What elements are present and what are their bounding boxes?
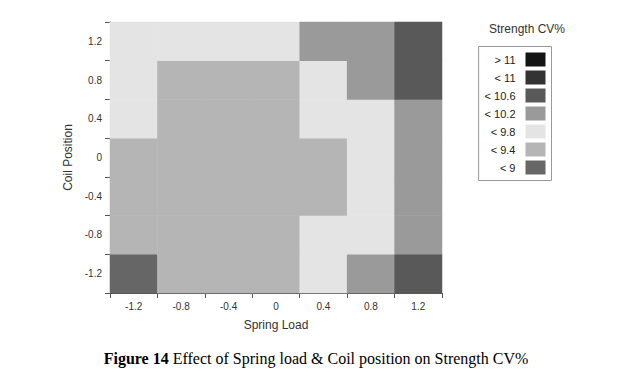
svg-text:1.2: 1.2 [88, 36, 102, 47]
svg-text:0.4: 0.4 [88, 113, 102, 124]
svg-text:< 10.6: < 10.6 [485, 90, 516, 102]
svg-text:-1.2: -1.2 [85, 268, 103, 279]
svg-text:Spring Load: Spring Load [244, 318, 309, 332]
svg-text:< 9: < 9 [500, 162, 516, 174]
svg-text:> 11: > 11 [495, 54, 516, 66]
svg-text:< 9.8: < 9.8 [491, 126, 516, 138]
svg-text:-1.2: -1.2 [125, 301, 143, 312]
svg-text:0.8: 0.8 [88, 75, 102, 86]
svg-text:-0.8: -0.8 [85, 229, 103, 240]
svg-text:-0.8: -0.8 [173, 301, 191, 312]
svg-text:0: 0 [96, 152, 102, 163]
svg-text:-0.4: -0.4 [85, 191, 103, 202]
svg-text:< 11: < 11 [495, 72, 516, 84]
svg-text:1.2: 1.2 [411, 301, 425, 312]
svg-text:< 9.4: < 9.4 [491, 144, 516, 156]
svg-text:0.4: 0.4 [316, 301, 330, 312]
svg-text:-0.4: -0.4 [220, 301, 238, 312]
svg-text:Effect of Spring load & Coil p: Effect of Spring load & Coil position on… [169, 350, 529, 368]
svg-text:Figure 14: Figure 14 [104, 350, 169, 368]
svg-text:Strength CV%: Strength CV% [489, 22, 565, 36]
svg-text:Coil Position: Coil Position [61, 124, 75, 191]
svg-text:< 10.2: < 10.2 [485, 108, 516, 120]
svg-text:0: 0 [273, 301, 279, 312]
svg-text:0.8: 0.8 [364, 301, 378, 312]
